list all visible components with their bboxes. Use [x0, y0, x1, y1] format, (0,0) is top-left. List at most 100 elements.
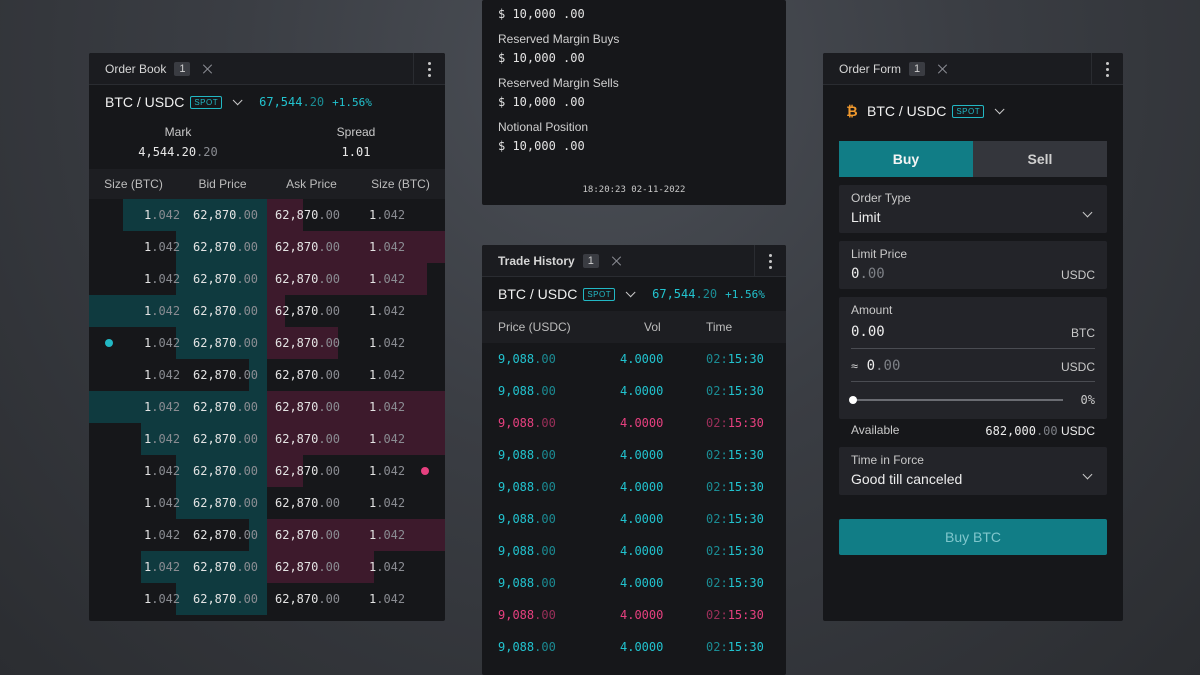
- order-book-row[interactable]: 1.042 62,870.00 62,870.00 1.042: [89, 231, 445, 263]
- limit-price-input[interactable]: 0.00: [851, 266, 885, 282]
- buy-btc-button[interactable]: Buy BTC: [839, 519, 1107, 555]
- spread-stat: Spread 1.01: [267, 119, 445, 169]
- bid-size: 1.042: [144, 208, 181, 222]
- ask-size: 1.042: [369, 304, 406, 318]
- ask-price: 62,870.00: [275, 432, 341, 446]
- time-in-force-select[interactable]: Time in Force Good till canceled: [839, 447, 1107, 495]
- bid-size: 1.042: [144, 368, 181, 382]
- time-in-force-label: Time in Force: [851, 453, 924, 467]
- bid-price: 62,870.00: [193, 208, 259, 222]
- trade-volume: 4.0000: [620, 448, 664, 462]
- order-type-select[interactable]: Order Type Limit: [839, 185, 1107, 233]
- trade-volume: 4.0000: [620, 576, 664, 590]
- slider-thumb[interactable]: [849, 396, 857, 404]
- slider-percent: 0%: [1080, 393, 1095, 407]
- order-book-row[interactable]: 1.042 62,870.00 62,870.00 1.042: [89, 455, 445, 487]
- ask-depth-bar: [267, 551, 374, 583]
- more-options-icon[interactable]: [754, 245, 786, 277]
- pair-label: BTC / USDC: [867, 103, 947, 119]
- trade-price: 9,088.00: [498, 448, 556, 462]
- bid-price: 62,870.00: [193, 432, 259, 446]
- ask-depth-bar: [267, 423, 445, 455]
- close-icon[interactable]: [202, 63, 214, 75]
- order-form-title: Order Form: [839, 61, 902, 76]
- ask-price: 62,870.00: [275, 464, 341, 478]
- bid-price: 62,870.00: [193, 592, 259, 606]
- sell-tab[interactable]: Sell: [973, 141, 1107, 177]
- pair-selector[interactable]: BTC / USDC SPOT 67,544.20 +1.56%: [89, 85, 445, 119]
- bid-size: 1.042: [144, 240, 181, 254]
- bid-depth-bar: [176, 583, 267, 615]
- order-book-row[interactable]: 1.042 62,870.00 62,870.00 1.042: [89, 295, 445, 327]
- available-label: Available: [851, 423, 900, 437]
- order-book-row[interactable]: 1.042 62,870.00 62,870.00 1.042: [89, 487, 445, 519]
- order-book-row[interactable]: 1.042 62,870.00 62,870.00 1.042: [89, 583, 445, 615]
- trade-history-badge: 1: [582, 253, 599, 268]
- bid-size: 1.042: [144, 272, 181, 286]
- trade-history-title: Trade History: [498, 253, 575, 268]
- order-book-row[interactable]: 1.042 62,870.00 62,870.00 1.042: [89, 359, 445, 391]
- ask-depth-bar: [267, 231, 445, 263]
- ask-size: 1.042: [369, 528, 406, 542]
- ask-size: 1.042: [369, 464, 406, 478]
- account-top-value: $ 10,000 .00: [498, 7, 585, 21]
- order-book-row[interactable]: 1.042 62,870.00 62,870.00 1.042: [89, 263, 445, 295]
- trade-volume: 4.0000: [620, 352, 664, 366]
- trade-row: 9,088.00 4.0000 02:15:30: [482, 567, 786, 599]
- order-book-row[interactable]: 1.042 62,870.00 62,870.00 1.042: [89, 423, 445, 455]
- trade-time: 02:15:30: [706, 352, 764, 366]
- trade-volume: 4.0000: [620, 384, 664, 398]
- amount-slider[interactable]: [849, 396, 1063, 404]
- amount-input[interactable]: 0.00: [851, 324, 885, 340]
- chevron-down-icon[interactable]: [625, 286, 636, 297]
- pair-selector[interactable]: ₿ BTC / USDC SPOT: [845, 103, 1005, 119]
- trade-price: 9,088.00: [498, 480, 556, 494]
- limit-price-field[interactable]: Limit Price 0.00 USDC: [839, 241, 1107, 289]
- trade-time: 02:15:30: [706, 544, 764, 558]
- chevron-down-icon[interactable]: [232, 94, 243, 105]
- trade-history-panel: Trade History 1 BTC / USDC SPOT 67,544.2…: [482, 245, 786, 675]
- trade-volume: 4.0000: [620, 608, 664, 622]
- order-book-column-headers: Size (BTC) Bid Price Ask Price Size (BTC…: [89, 169, 445, 199]
- close-icon[interactable]: [937, 63, 949, 75]
- bid-price: 62,870.00: [193, 336, 259, 350]
- order-type-label: Order Type: [851, 191, 911, 205]
- close-icon[interactable]: [611, 255, 623, 267]
- mark-stat: Mark 4,544.20.20: [89, 119, 267, 169]
- order-book-row[interactable]: 1.042 62,870.00 62,870.00 1.042: [89, 391, 445, 423]
- limit-price-label: Limit Price: [851, 247, 908, 261]
- bid-depth-bar: [140, 423, 267, 455]
- more-options-icon[interactable]: [1091, 53, 1123, 85]
- amount-label: Amount: [851, 303, 893, 317]
- column-header: Vol: [644, 320, 661, 334]
- chevron-down-icon[interactable]: [994, 103, 1005, 114]
- bid-size: 1.042: [144, 336, 181, 350]
- bid-price: 62,870.00: [193, 304, 259, 318]
- column-header: Size (BTC): [371, 177, 430, 191]
- buy-tab[interactable]: Buy: [839, 141, 973, 177]
- more-options-icon[interactable]: [413, 53, 445, 85]
- ask-size: 1.042: [369, 496, 406, 510]
- available-value: 682,000.00 USDC: [985, 424, 1095, 438]
- trade-row: 9,088.00 4.0000 02:15:30: [482, 439, 786, 471]
- chevron-down-icon: [1082, 469, 1093, 480]
- trade-volume: 4.0000: [620, 544, 664, 558]
- order-form-header: Order Form 1: [823, 53, 1123, 85]
- trade-time: 02:15:30: [706, 480, 764, 494]
- amount-field: Amount 0.00 BTC ≈ 0.00 USDC 0%: [839, 297, 1107, 419]
- trade-time: 02:15:30: [706, 384, 764, 398]
- order-book-row[interactable]: 1.042 62,870.00 62,870.00 1.042: [89, 199, 445, 231]
- pair-selector[interactable]: BTC / USDC SPOT 67,544.20 +1.56%: [482, 277, 786, 311]
- ask-size: 1.042: [369, 560, 406, 574]
- trade-price: 9,088.00: [498, 416, 556, 430]
- bid-size: 1.042: [144, 432, 181, 446]
- ask-price: 62,870.00: [275, 368, 341, 382]
- ask-price: 62,870.00: [275, 528, 341, 542]
- account-timestamp: 18:20:23 02-11-2022: [582, 185, 686, 195]
- bid-depth-bar: [140, 551, 267, 583]
- trade-price: 9,088.00: [498, 608, 556, 622]
- order-book-row[interactable]: 1.042 62,870.00 62,870.00 1.042: [89, 327, 445, 359]
- order-form-panel: Order Form 1 ₿ BTC / USDC SPOT Buy Sell …: [823, 53, 1123, 621]
- order-book-row[interactable]: 1.042 62,870.00 62,870.00 1.042: [89, 519, 445, 551]
- order-book-row[interactable]: 1.042 62,870.00 62,870.00 1.042: [89, 551, 445, 583]
